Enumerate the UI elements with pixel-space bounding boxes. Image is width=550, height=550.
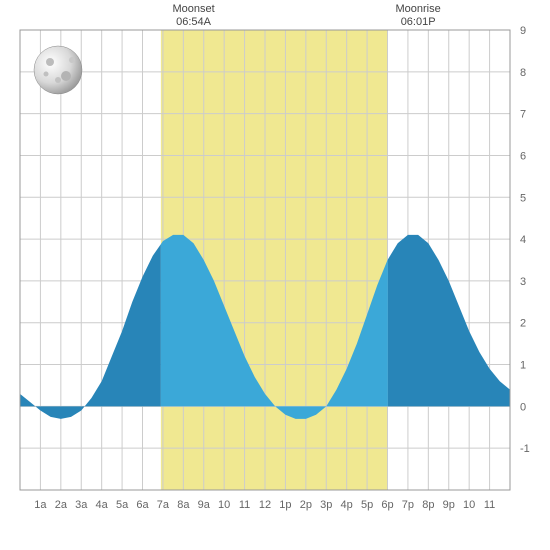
x-tick-label: 9p xyxy=(443,499,455,511)
x-tick-label: 7p xyxy=(402,499,414,511)
x-tick-label: 10 xyxy=(463,499,475,511)
annotation-label: Moonset xyxy=(172,3,214,15)
y-tick-label: -1 xyxy=(520,443,530,455)
y-tick-label: 0 xyxy=(520,401,526,413)
y-tick-label: 2 xyxy=(520,318,526,330)
x-tick-label: 7a xyxy=(157,499,170,511)
x-tick-label: 11 xyxy=(239,499,250,511)
chart-svg: 1a2a3a4a5a6a7a8a9a1011121p2p3p4p5p6p7p8p… xyxy=(0,0,550,550)
y-tick-label: 6 xyxy=(520,150,526,162)
x-tick-label: 11 xyxy=(484,499,495,511)
y-tick-label: 7 xyxy=(520,109,526,121)
y-tick-label: 8 xyxy=(520,67,526,79)
y-tick-label: 4 xyxy=(520,234,526,246)
y-tick-label: 1 xyxy=(520,360,526,372)
tide-chart: 1a2a3a4a5a6a7a8a9a1011121p2p3p4p5p6p7p8p… xyxy=(0,0,550,550)
x-tick-label: 2p xyxy=(300,499,312,511)
x-tick-label: 4a xyxy=(96,499,109,511)
x-tick-label: 3p xyxy=(320,499,332,511)
x-tick-label: 8a xyxy=(177,499,190,511)
y-tick-label: 5 xyxy=(520,192,526,204)
x-tick-label: 1a xyxy=(34,499,47,511)
x-axis-labels: 1a 2a 3a 4a 5a 6a 7a 8a 9a 10 11 12 1p 2p 3p 4p 5p 6p 7p 8p… xyxy=(34,499,495,511)
y-tick-label: 3 xyxy=(520,276,526,288)
x-tick-label: 5a xyxy=(116,499,129,511)
x-tick-label: 5p xyxy=(361,499,373,511)
x-tick-label: 8p xyxy=(422,499,434,511)
x-tick-label: 12 xyxy=(259,499,271,511)
x-tick-label: 9a xyxy=(198,499,211,511)
x-tick-label: 1p xyxy=(279,499,291,511)
annotation-label: Moonrise xyxy=(396,3,441,15)
annotation-time: 06:01P xyxy=(401,16,436,28)
x-tick-label: 6a xyxy=(136,499,149,511)
x-tick-label: 2a xyxy=(55,499,68,511)
x-tick-label: 10 xyxy=(218,499,230,511)
x-tick-label: 4p xyxy=(341,499,353,511)
x-tick-label: 6p xyxy=(381,499,393,511)
annotation-time: 06:54A xyxy=(176,16,212,28)
x-tick-label: 3a xyxy=(75,499,88,511)
moon-icon xyxy=(34,46,82,94)
y-tick-label: 9 xyxy=(520,25,526,37)
